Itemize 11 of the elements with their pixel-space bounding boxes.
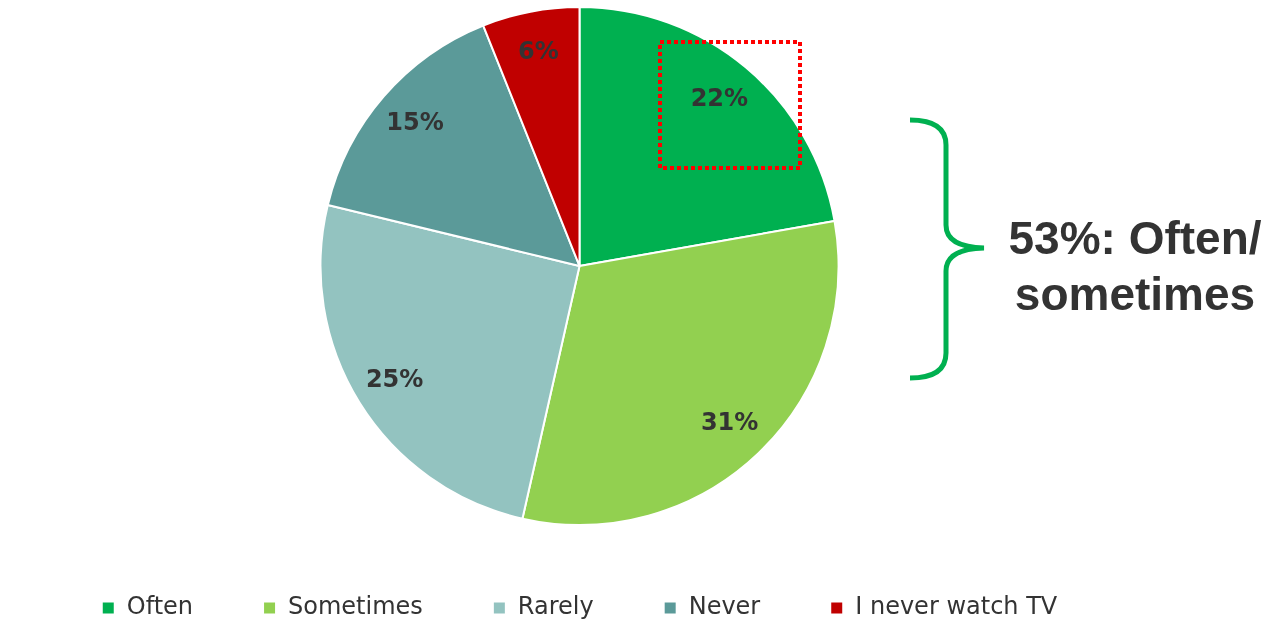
data-label: 15% bbox=[386, 107, 444, 136]
text: 53%: Often/ sometimes bbox=[1007, 211, 1263, 322]
legend-label: Sometimes bbox=[288, 592, 423, 621]
data-label: 6% bbox=[517, 36, 559, 65]
data-label: 31% bbox=[700, 407, 759, 436]
data-label: 22% bbox=[690, 83, 749, 112]
legend-label: Never bbox=[688, 592, 761, 621]
legend-label: Rarely bbox=[517, 592, 594, 621]
legend-label: Often bbox=[126, 592, 194, 621]
data-label: 25% bbox=[365, 364, 424, 393]
legend-label: I never watch TV bbox=[855, 592, 1058, 621]
